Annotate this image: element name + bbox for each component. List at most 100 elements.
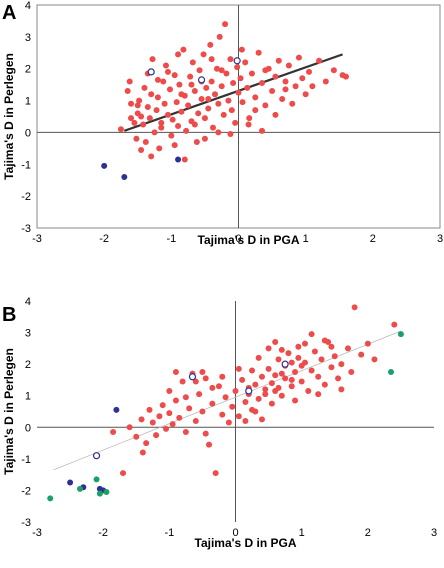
panel-a-point-red xyxy=(306,68,313,75)
panel-b-y-tick-label: 4 xyxy=(25,296,31,308)
panel-b-point-red xyxy=(292,369,299,376)
panel-b-point-red xyxy=(255,354,262,361)
panel-a-point-red xyxy=(166,86,173,93)
panel-b-point-red xyxy=(288,359,295,366)
panel-b-point-red xyxy=(292,397,299,404)
panel-a-point-red xyxy=(234,64,241,71)
panel-b-point-red xyxy=(206,441,213,448)
panel-a-point-red xyxy=(299,75,306,82)
panel-b-point-red xyxy=(278,392,285,399)
panel-b-point-red xyxy=(268,380,275,387)
panel-a-x-tick-label: -2 xyxy=(99,233,109,245)
panel-a-point-red xyxy=(178,91,185,98)
panel-b-point-red xyxy=(186,405,193,412)
panel-a-point-navy xyxy=(121,174,128,181)
panel-a-point-red xyxy=(153,107,160,114)
panel-b-point-red xyxy=(311,348,318,355)
panel-b-point-red xyxy=(196,391,203,398)
panel-b-y-tick-label: 2 xyxy=(25,359,31,371)
panel-a-point-navy xyxy=(175,156,182,163)
panel-a-point-red xyxy=(246,115,253,122)
panel-b-point-red xyxy=(318,356,325,363)
panel-a-point-red xyxy=(207,41,214,48)
panel-b-y-axis-label: Tajima's D in Perlegen xyxy=(2,348,16,475)
panel-b-point-open xyxy=(281,360,289,368)
panel-b-point-red xyxy=(182,394,189,401)
panel-b-point-red xyxy=(202,375,209,382)
panel-a-point-red xyxy=(187,73,194,80)
panel-b-point-red xyxy=(335,375,342,382)
panel-a-point-red xyxy=(269,88,276,95)
panel-b-point-red xyxy=(305,387,312,394)
panel-b-point-red xyxy=(255,395,262,402)
panel-a-point-red xyxy=(154,76,161,83)
panel-a-y-tick-label: 2 xyxy=(25,64,31,76)
panel-a-point-open xyxy=(197,76,206,84)
panel-b-point-red xyxy=(229,403,236,410)
panel-b-point-red xyxy=(192,417,199,424)
panel-b-point-red xyxy=(285,350,292,357)
panel-b-point-green xyxy=(397,331,404,338)
panel-a-point-red xyxy=(142,138,149,145)
panel-a-point-red xyxy=(146,115,153,122)
panel-b-point-red xyxy=(202,430,209,437)
panel-b-point-red xyxy=(219,411,226,418)
panel-a-point-red xyxy=(164,111,171,118)
panel-b-point-red xyxy=(262,386,269,393)
panel-b-point-red xyxy=(166,387,173,394)
panel-a-point-red xyxy=(244,84,251,91)
panel-a-point-red xyxy=(289,100,296,107)
panel-a-point-red xyxy=(223,70,230,77)
panel-a-point-red xyxy=(255,49,262,56)
panel-a-point-red xyxy=(220,111,227,118)
panel-a-point-red xyxy=(322,78,329,85)
panel-a-point-red xyxy=(191,121,198,128)
panel-b-point-red xyxy=(166,410,173,417)
panel-b-point-red xyxy=(275,356,282,363)
panel-a-point-red xyxy=(279,95,286,102)
panel-b-point-red xyxy=(242,399,249,406)
panel-a-point-red xyxy=(140,121,147,128)
panel-b-point-red xyxy=(222,394,229,401)
panel-a-x-tick-label: 3 xyxy=(437,233,443,245)
panel-a-point-red xyxy=(232,119,239,126)
panel-a-point-red xyxy=(156,145,163,152)
panel-a-point-red xyxy=(237,75,244,82)
panel-b-point-red xyxy=(149,419,156,426)
panel-b-point-red xyxy=(272,339,279,346)
panel-a-panel-label: A xyxy=(2,2,16,24)
panel-a-point-red xyxy=(282,78,289,85)
panel-b-y-tick-label: -1 xyxy=(21,454,31,466)
panel-a-point-red xyxy=(209,124,216,131)
panel-a-point-red xyxy=(180,46,187,53)
panel-b-point-red xyxy=(252,408,259,415)
panel-b-panel-label: B xyxy=(2,304,16,326)
panel-b-point-red xyxy=(351,304,358,311)
panel-b-point-red xyxy=(298,378,305,385)
panel-b-point-red xyxy=(328,343,335,350)
panel-a-y-tick-label: -3 xyxy=(21,223,31,235)
panel-a-x-tick-label: 0 xyxy=(235,233,241,245)
panel-a-x-axis-label: Tajima's D in PGA xyxy=(198,233,300,247)
panel-a-y-tick-label: -1 xyxy=(21,159,31,171)
panel-a-point-red xyxy=(330,67,337,74)
panel-a-y-tick-label: 3 xyxy=(25,32,31,44)
panel-a-point-red xyxy=(230,80,237,87)
panel-a-point-red xyxy=(176,81,183,88)
panel-a-point-red xyxy=(316,57,323,64)
panel-a-point-red xyxy=(138,113,145,120)
panel-b-point-red xyxy=(176,414,183,421)
panel-b-point-red xyxy=(338,361,345,368)
panel-a-point-red xyxy=(262,102,269,109)
panel-a-point-red xyxy=(201,115,208,122)
panel-b-point-open xyxy=(245,387,253,395)
panel-a-point-red xyxy=(205,95,212,102)
panel-b-point-red xyxy=(209,400,216,407)
panel-b-point-red xyxy=(235,413,242,420)
panel-b-point-red xyxy=(192,378,199,385)
panel-a-point-red xyxy=(134,102,141,109)
panel-a-point-red xyxy=(117,126,124,133)
panel-a-point-red xyxy=(275,57,282,64)
panel-b-point-red xyxy=(344,345,351,352)
panel-a-point-red xyxy=(309,83,316,90)
